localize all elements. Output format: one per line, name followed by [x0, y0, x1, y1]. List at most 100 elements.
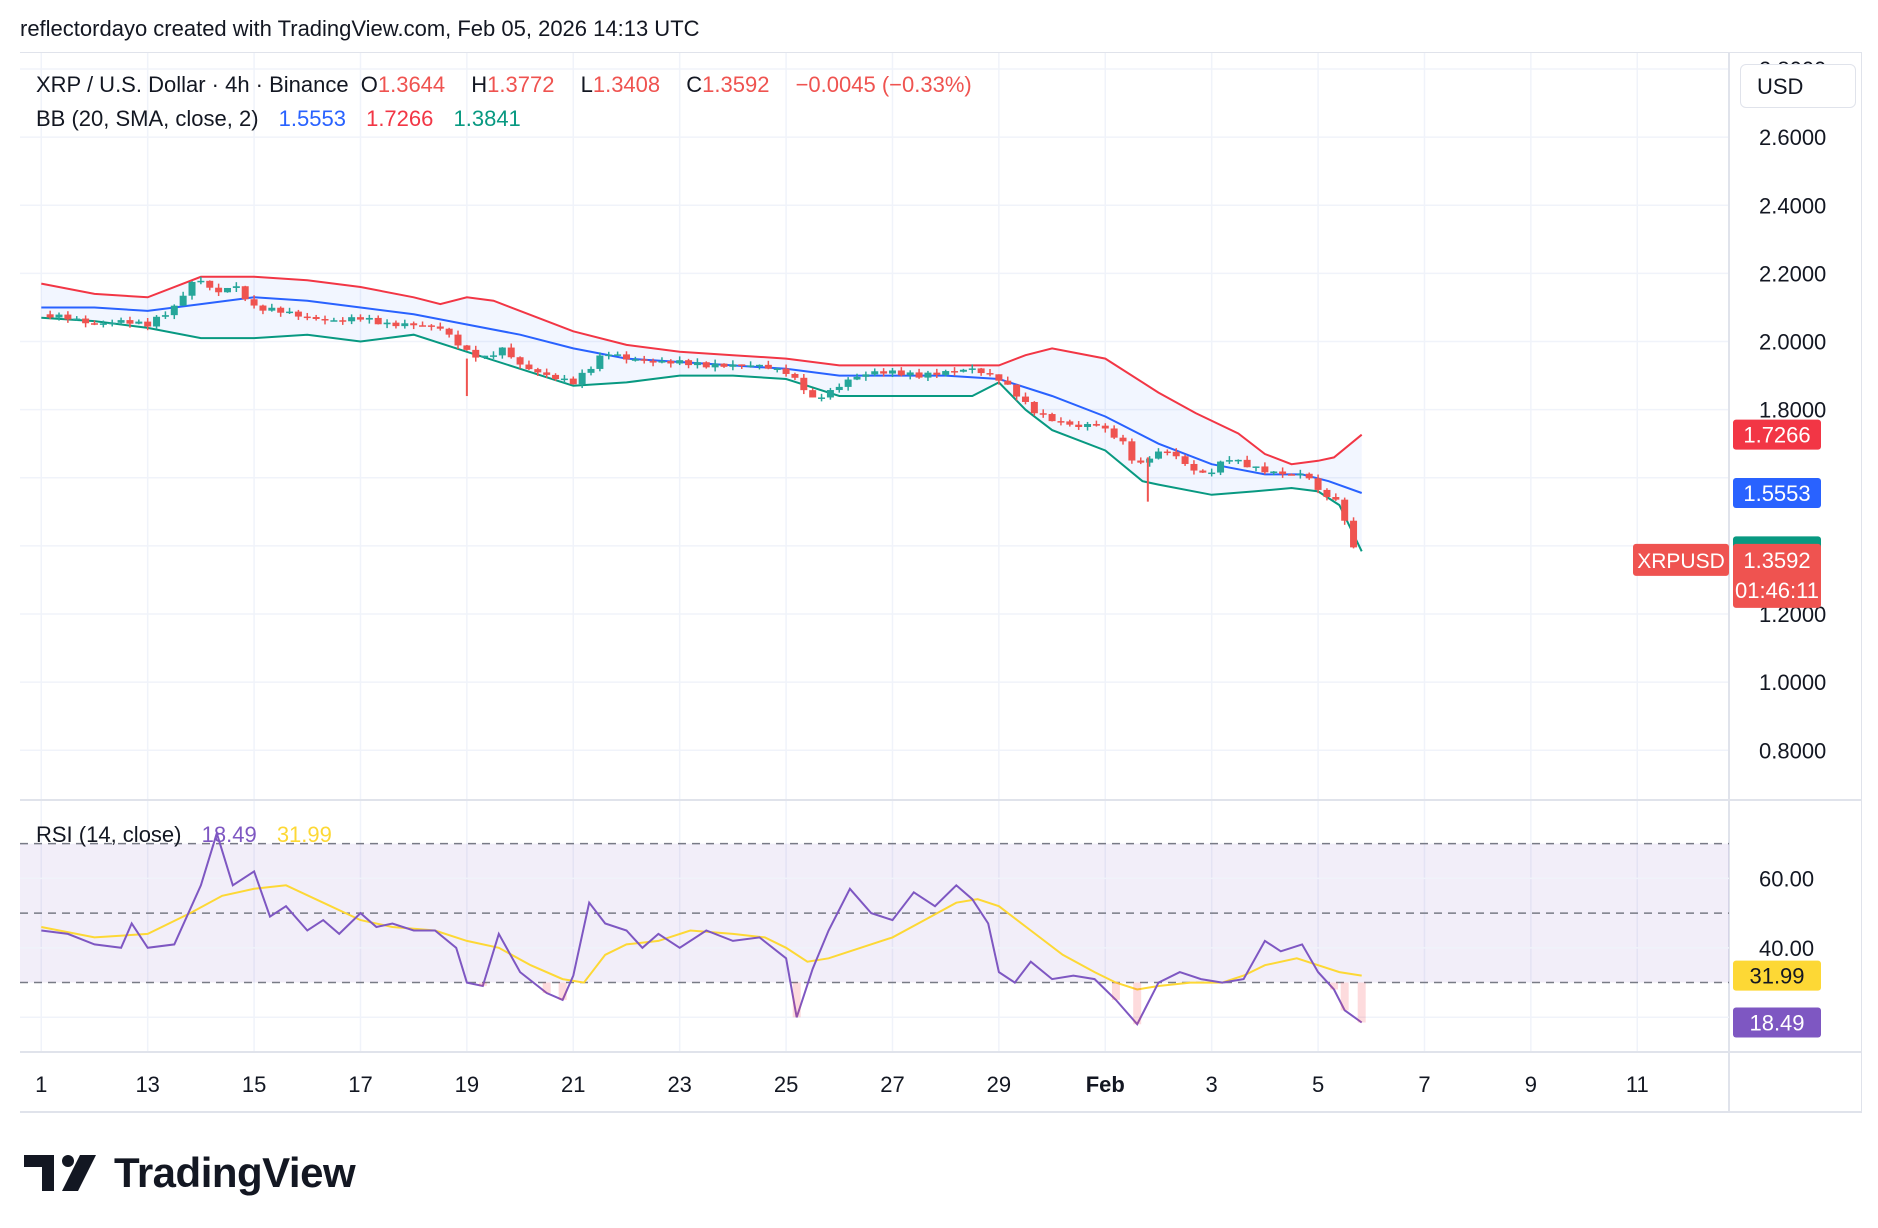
candle-body-136: [1252, 466, 1260, 468]
time-tick-label-15: 11: [1626, 1072, 1649, 1097]
candle-body-47: [463, 345, 471, 350]
candle-body-67: [640, 359, 648, 361]
candle-body-81: [764, 364, 772, 369]
rsi-label[interactable]: RSI (14, close): [36, 822, 182, 847]
candle-body-113: [1048, 414, 1056, 422]
time-tick-label-7: 25: [774, 1072, 798, 1097]
candle-body-143: [1314, 478, 1322, 490]
change-value: −0.0045 (−0.33%): [795, 72, 972, 97]
candle-body-132: [1217, 461, 1225, 473]
candle-body-124: [1146, 458, 1154, 463]
candle-body-48: [472, 349, 480, 358]
candle-body-68: [649, 360, 657, 363]
high-label: H: [471, 72, 488, 97]
bb-label[interactable]: BB (20, SMA, close, 2): [36, 106, 259, 131]
candle-body-107: [995, 374, 1003, 381]
candle-body-142: [1305, 473, 1313, 479]
time-tick-label-2: 15: [242, 1072, 266, 1097]
candle-body-0: [46, 314, 54, 318]
rsi-ma-line[interactable]: [41, 884, 1362, 991]
candle-body-123: [1137, 460, 1145, 463]
candle-body-140: [1287, 474, 1295, 476]
candle-body-28: [294, 311, 302, 317]
candle-body-96: [897, 370, 905, 376]
symbol-title[interactable]: XRP / U.S. Dollar · 4h · Binance: [36, 72, 349, 97]
time-tick-label-9: 29: [987, 1072, 1011, 1097]
candle-body-71: [676, 360, 684, 364]
candle-body-12: [153, 316, 161, 327]
price-tick-label-1: 2.6000: [1759, 125, 1826, 150]
candle-body-21: [232, 286, 240, 288]
candle-body-13: [161, 315, 169, 317]
candle-body-59: [569, 378, 577, 385]
candle-body-125: [1154, 451, 1162, 459]
candle-body-89: [835, 386, 843, 391]
candle-body-37: [374, 317, 382, 325]
candle-body-80: [755, 364, 763, 367]
candle-body-111: [1030, 401, 1038, 414]
candle-body-91: [853, 376, 861, 380]
grid-lines: [20, 52, 1862, 1113]
price-tick-label-4: 2.0000: [1759, 330, 1826, 355]
candle-body-74: [702, 362, 710, 368]
candle-body-61: [587, 368, 595, 373]
currency-selector[interactable]: USD: [1740, 64, 1856, 108]
candle-body-137: [1261, 466, 1269, 473]
chart-canvas[interactable]: 2.80002.60002.40002.20002.00001.80001.20…: [20, 52, 1862, 1114]
candle-body-49: [481, 355, 489, 358]
candle-body-146: [1341, 499, 1349, 521]
candle-body-46: [454, 334, 462, 346]
candle-body-58: [560, 378, 568, 381]
candle-body-11: [144, 321, 152, 327]
candle-body-95: [888, 370, 896, 374]
candle-body-84: [791, 373, 799, 378]
brand-footer: TradingView: [24, 1148, 356, 1198]
candle-body-4: [82, 318, 90, 324]
bb-upper-line[interactable]: [41, 275, 1363, 466]
candle-body-65: [622, 354, 630, 360]
candle-body-25: [268, 307, 276, 311]
candle-body-126: [1163, 451, 1171, 454]
candle-body-54: [525, 364, 533, 370]
candle-body-135: [1243, 459, 1251, 468]
candle-body-6: [99, 323, 107, 325]
candle-body-2: [64, 314, 72, 320]
candles-layer: [46, 276, 1358, 549]
candle-body-35: [356, 317, 364, 320]
symbol-badge-box[interactable]: [1633, 543, 1729, 576]
candle-body-72: [685, 360, 693, 366]
candle-body-147: [1350, 520, 1358, 548]
candle-body-129: [1190, 463, 1198, 471]
candle-body-88: [826, 390, 834, 398]
candle-body-69: [658, 360, 666, 363]
symbol-badge-text: XRPUSD: [1637, 550, 1725, 573]
close-label: C: [686, 72, 703, 97]
chart-caption: reflectordayo created with TradingView.c…: [20, 16, 700, 41]
rsi-value: 18.49: [201, 822, 257, 847]
candle-body-100: [933, 372, 941, 375]
candle-body-104: [968, 368, 976, 370]
candle-body-53: [516, 357, 524, 365]
bb-lower-line[interactable]: [41, 316, 1363, 552]
candle-body-26: [277, 307, 285, 313]
candle-body-76: [720, 363, 728, 367]
bb-basis-value: 1.5553: [278, 106, 346, 131]
candle-body-40: [401, 323, 409, 327]
open-label: O: [360, 72, 378, 97]
candle-body-128: [1181, 456, 1189, 464]
candle-body-24: [259, 305, 267, 311]
candle-body-90: [844, 379, 852, 387]
candle-body-134: [1234, 459, 1242, 462]
candle-body-99: [924, 372, 932, 378]
time-tick-label-11: 3: [1206, 1072, 1218, 1097]
time-tick-label-13: 7: [1418, 1072, 1430, 1097]
rsi-line[interactable]: [41, 829, 1363, 1026]
candle-body-44: [436, 326, 444, 329]
candle-body-79: [747, 365, 755, 367]
bb-upper-value: 1.7266: [366, 106, 434, 131]
candle-body-93: [871, 371, 879, 375]
candle-body-94: [880, 371, 888, 374]
candle-body-139: [1279, 471, 1287, 475]
low-value: 1.3408: [592, 72, 661, 97]
rsi-badge-text: 18.49: [1749, 1011, 1804, 1036]
